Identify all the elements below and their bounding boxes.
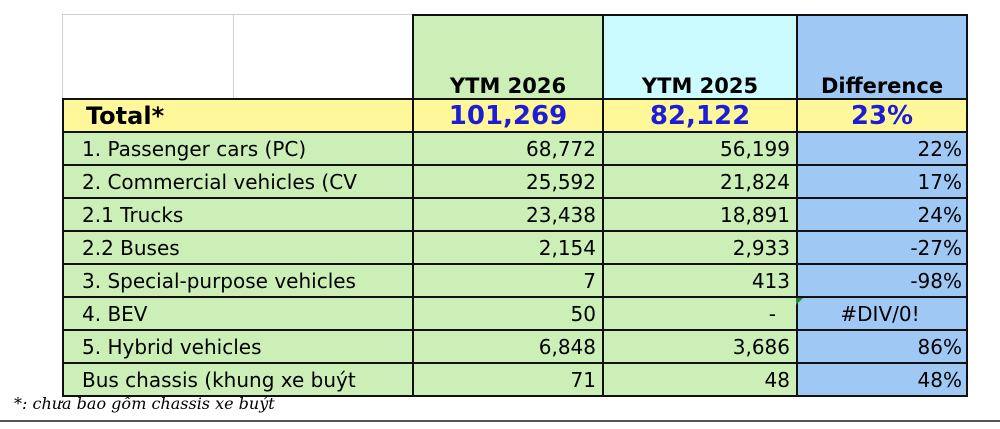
row-ytm-2025[interactable]: 3,686 bbox=[602, 329, 796, 362]
footnote: *: chưa bao gồm chassis xe buýt bbox=[14, 394, 275, 413]
row-difference[interactable]: -27% bbox=[796, 230, 968, 263]
table-row: 1. Passenger cars (PC) 68,772 56,199 22% bbox=[62, 131, 968, 164]
table-row: Bus chassis (khung xe buýt 71 48 48% bbox=[62, 362, 968, 397]
total-ytm-2026[interactable]: 101,269 bbox=[412, 98, 602, 131]
row-difference[interactable]: 24% bbox=[796, 197, 968, 230]
table-row: 5. Hybrid vehicles 6,848 3,686 86% bbox=[62, 329, 968, 362]
total-row: Total* 101,269 82,122 23% bbox=[62, 98, 968, 131]
row-label[interactable]: 1. Passenger cars (PC) bbox=[62, 131, 412, 164]
row-ytm-2025[interactable]: 56,199 bbox=[602, 131, 796, 164]
row-ytm-2026[interactable]: 25,592 bbox=[412, 164, 602, 197]
row-label[interactable]: 3. Special-purpose vehicles bbox=[62, 263, 412, 296]
table-row: 2. Commercial vehicles (CV 25,592 21,824… bbox=[62, 164, 968, 197]
table-row: 2.1 Trucks 23,438 18,891 24% bbox=[62, 197, 968, 230]
row-difference[interactable]: 48% bbox=[796, 362, 968, 395]
header-difference[interactable]: Difference bbox=[796, 14, 968, 100]
row-label[interactable]: 2.2 Buses bbox=[62, 230, 412, 263]
grid-line bbox=[233, 15, 234, 101]
row-difference[interactable]: 86% bbox=[796, 329, 968, 362]
row-label[interactable]: 5. Hybrid vehicles bbox=[62, 329, 412, 362]
table-row: 2.2 Buses 2,154 2,933 -27% bbox=[62, 230, 968, 263]
row-ytm-2025[interactable]: 413 bbox=[602, 263, 796, 296]
row-ytm-2026[interactable]: 6,848 bbox=[412, 329, 602, 362]
empty-header-grid bbox=[62, 14, 414, 101]
row-ytm-2026[interactable]: 23,438 bbox=[412, 197, 602, 230]
row-difference[interactable]: 17% bbox=[796, 164, 968, 197]
row-ytm-2025[interactable]: 18,891 bbox=[602, 197, 796, 230]
header-ytm-2025[interactable]: YTM 2025 bbox=[602, 14, 796, 100]
row-label[interactable]: 2. Commercial vehicles (CV bbox=[62, 164, 412, 197]
row-difference[interactable]: 22% bbox=[796, 131, 968, 164]
total-ytm-2025[interactable]: 82,122 bbox=[602, 98, 796, 131]
row-ytm-2025[interactable]: 2,933 bbox=[602, 230, 796, 263]
row-difference[interactable]: -98% bbox=[796, 263, 968, 296]
header-ytm-2026[interactable]: YTM 2026 bbox=[412, 14, 602, 100]
total-label[interactable]: Total* bbox=[62, 98, 412, 131]
row-ytm-2026[interactable]: 50 bbox=[412, 296, 602, 329]
row-label[interactable]: 2.1 Trucks bbox=[62, 197, 412, 230]
row-ytm-2025[interactable]: - bbox=[602, 296, 796, 329]
row-label[interactable]: Bus chassis (khung xe buýt bbox=[62, 362, 412, 395]
row-ytm-2026[interactable]: 2,154 bbox=[412, 230, 602, 263]
row-ytm-2026[interactable]: 7 bbox=[412, 263, 602, 296]
row-ytm-2025[interactable]: 21,824 bbox=[602, 164, 796, 197]
row-label[interactable]: 4. BEV bbox=[62, 296, 412, 329]
row-difference[interactable]: #DIV/0! bbox=[796, 296, 968, 329]
divider bbox=[0, 420, 1000, 422]
row-ytm-2025[interactable]: 48 bbox=[602, 362, 796, 395]
row-ytm-2026[interactable]: 71 bbox=[412, 362, 602, 395]
error-indicator-icon bbox=[796, 298, 803, 305]
table-row: 3. Special-purpose vehicles 7 413 -98% bbox=[62, 263, 968, 296]
table-row: 4. BEV 50 - #DIV/0! bbox=[62, 296, 968, 329]
row-ytm-2026[interactable]: 68,772 bbox=[412, 131, 602, 164]
total-difference[interactable]: 23% bbox=[796, 98, 968, 131]
